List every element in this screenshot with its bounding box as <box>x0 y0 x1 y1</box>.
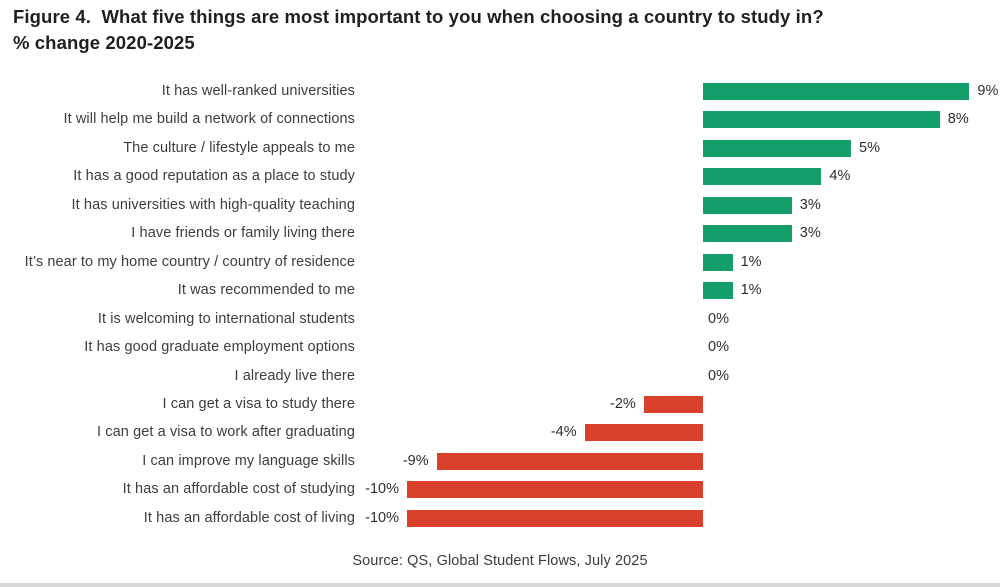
bar-positive <box>703 111 940 129</box>
chart-row: I can get a visa to study there -2% <box>0 390 1000 419</box>
chart-row: It has a good reputation as a place to s… <box>0 162 1000 191</box>
value-label: 4% <box>829 168 851 185</box>
category-label: It has a good reputation as a place to s… <box>73 168 355 185</box>
value-label: 8% <box>947 111 969 128</box>
category-label: I can get a visa to study there <box>162 395 355 412</box>
bar-positive <box>703 168 822 186</box>
category-label: It was recommended to me <box>177 282 355 299</box>
value-label: 1% <box>740 282 762 299</box>
value-label: 5% <box>859 139 880 156</box>
value-label: 0% <box>708 367 729 384</box>
chart-row: I can improve my language skills -9% <box>0 447 1000 476</box>
chart-row: It has an affordable cost of living -10% <box>0 504 1000 533</box>
value-label: -4% <box>550 424 577 441</box>
figure-title-line2: % change 2020-2025 <box>13 32 195 53</box>
value-label: -10% <box>365 481 399 498</box>
value-label: 3% <box>799 196 821 213</box>
bar-positive <box>703 253 733 271</box>
chart-row: I have friends or family living there 3% <box>0 219 1000 248</box>
chart-row: It has good graduate employment options 0… <box>0 333 1000 362</box>
value-label: 3% <box>799 225 821 242</box>
chart-row: It is welcoming to international student… <box>0 305 1000 334</box>
bar-positive <box>703 83 970 100</box>
category-label: It has good graduate employment options <box>84 339 355 356</box>
bar-negative <box>407 509 703 527</box>
figure-title: Figure 4. What five things are most impo… <box>13 4 824 56</box>
bar-negative <box>407 481 703 499</box>
category-label: I can improve my language skills <box>142 452 355 469</box>
chart-row: It will help me build a network of conne… <box>0 105 1000 134</box>
chart-row: I already live there 0% <box>0 362 1000 391</box>
figure-title-line1: Figure 4. What five things are most impo… <box>13 6 824 27</box>
value-label: 9% <box>977 83 999 99</box>
category-label: I can get a visa to work after graduatin… <box>97 424 355 441</box>
category-label: It has an affordable cost of living <box>143 509 355 526</box>
chart-row: It’s near to my home country / country o… <box>0 248 1000 277</box>
bar-negative <box>643 395 703 413</box>
chart-row: I can get a visa to work after graduatin… <box>0 418 1000 447</box>
chart-row: It has well-ranked universities 9% <box>0 77 1000 106</box>
category-label: I have friends or family living there <box>131 225 355 242</box>
bottom-edge-strip <box>0 583 1000 587</box>
category-label: The culture / lifestyle appeals to me <box>123 139 355 156</box>
bar-chart: It has well-ranked universities 9% It will… <box>0 77 1000 533</box>
value-label: 0% <box>708 310 729 327</box>
value-label: -2% <box>610 395 636 412</box>
bar-negative <box>436 452 703 470</box>
bar-positive <box>703 139 851 157</box>
value-label: -10% <box>365 509 399 526</box>
category-label: It has universities with high-quality te… <box>71 196 355 213</box>
category-label: It’s near to my home country / country o… <box>24 253 355 270</box>
source-note: Source: QS, Global Student Flows, July 2… <box>352 553 648 569</box>
category-label: It will help me build a network of conne… <box>63 111 355 128</box>
category-label: It has an affordable cost of studying <box>122 481 355 498</box>
category-label: It is welcoming to international student… <box>97 310 355 327</box>
value-label: 0% <box>708 339 729 356</box>
bar-positive <box>703 282 733 300</box>
chart-row: It has an affordable cost of studying -10… <box>0 475 1000 504</box>
category-label: It has well-ranked universities <box>161 83 355 99</box>
bar-positive <box>703 225 792 243</box>
value-label: -9% <box>402 452 429 469</box>
bar-positive <box>703 196 792 214</box>
value-label: 1% <box>740 253 762 270</box>
category-label: I already live there <box>234 367 355 384</box>
bar-negative <box>584 424 703 442</box>
chart-row: The culture / lifestyle appeals to me 5% <box>0 134 1000 163</box>
chart-row: It has universities with high-quality te… <box>0 191 1000 220</box>
chart-row: It was recommended to me 1% <box>0 276 1000 305</box>
